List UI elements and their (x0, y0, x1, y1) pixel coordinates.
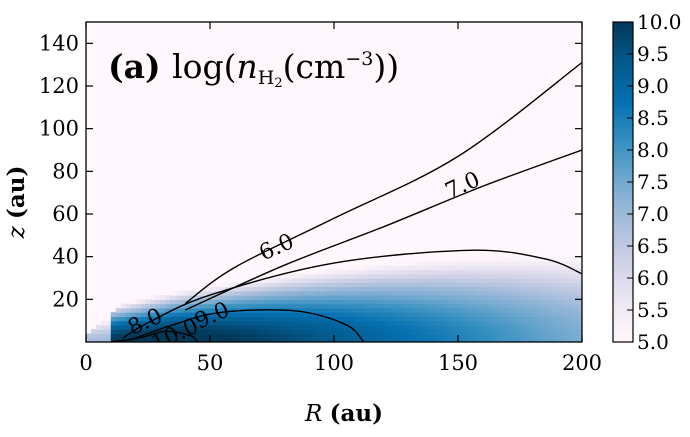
colorbar-tick-label: 5.5 (637, 298, 669, 322)
colorbar-tick-label: 6.0 (637, 266, 669, 290)
y-tick-label: 80 (52, 159, 79, 183)
panel-title: (a) log(nH2(cm−3)) (108, 47, 399, 91)
y-axis-unit: (au) (3, 166, 30, 219)
colorbar-tick-label: 8.5 (637, 106, 669, 130)
y-tick-label: 40 (52, 245, 79, 269)
colorbar-tick-label: 5.0 (637, 330, 669, 354)
colorbar-tick-label: 9.0 (637, 74, 669, 98)
colorbar-tick-label: 8.0 (637, 138, 669, 162)
x-tick-label: 0 (79, 351, 92, 375)
contour-8-0 (122, 249, 582, 339)
colorbar-tick-label: 6.5 (637, 234, 669, 258)
y-axis-variable: z (4, 219, 30, 239)
contour-6-0 (184, 61, 582, 305)
x-axis-label: R (au) (304, 400, 383, 427)
contour-9-0 (130, 309, 365, 342)
panel-tag: (a) (108, 47, 172, 86)
title-part: (cm (283, 47, 346, 86)
y-tick-label: 140 (39, 31, 79, 55)
x-axis-unit: (au) (330, 400, 383, 427)
x-tick-label: 50 (197, 351, 224, 375)
colorbar-tick-label: 10.0 (637, 10, 682, 34)
y-tick-label: 120 (39, 74, 79, 98)
title-part: H (258, 67, 275, 89)
contour-10-0 (110, 330, 199, 342)
y-tick-label: 60 (52, 202, 79, 226)
y-tick-label: 100 (39, 117, 79, 141)
contour-7-0 (184, 149, 582, 311)
x-tick-label: 100 (314, 351, 354, 375)
y-axis-label: z (au) (3, 166, 30, 240)
x-tick-label: 150 (438, 351, 478, 375)
colorbar-tick-label: 7.5 (637, 170, 669, 194)
colorbar-tick-label: 7.0 (637, 202, 669, 226)
title-part: n (237, 47, 258, 86)
title-part: )) (373, 47, 399, 86)
x-tick-label: 200 (562, 351, 602, 375)
y-tick-label: 20 (52, 287, 79, 311)
title-part: −3 (345, 48, 373, 70)
title-part: 2 (274, 76, 282, 91)
x-axis-variable: R (304, 401, 330, 427)
title-part: log( (172, 47, 236, 86)
colorbar-tick-label: 9.5 (637, 42, 669, 66)
density-field (86, 256, 582, 342)
